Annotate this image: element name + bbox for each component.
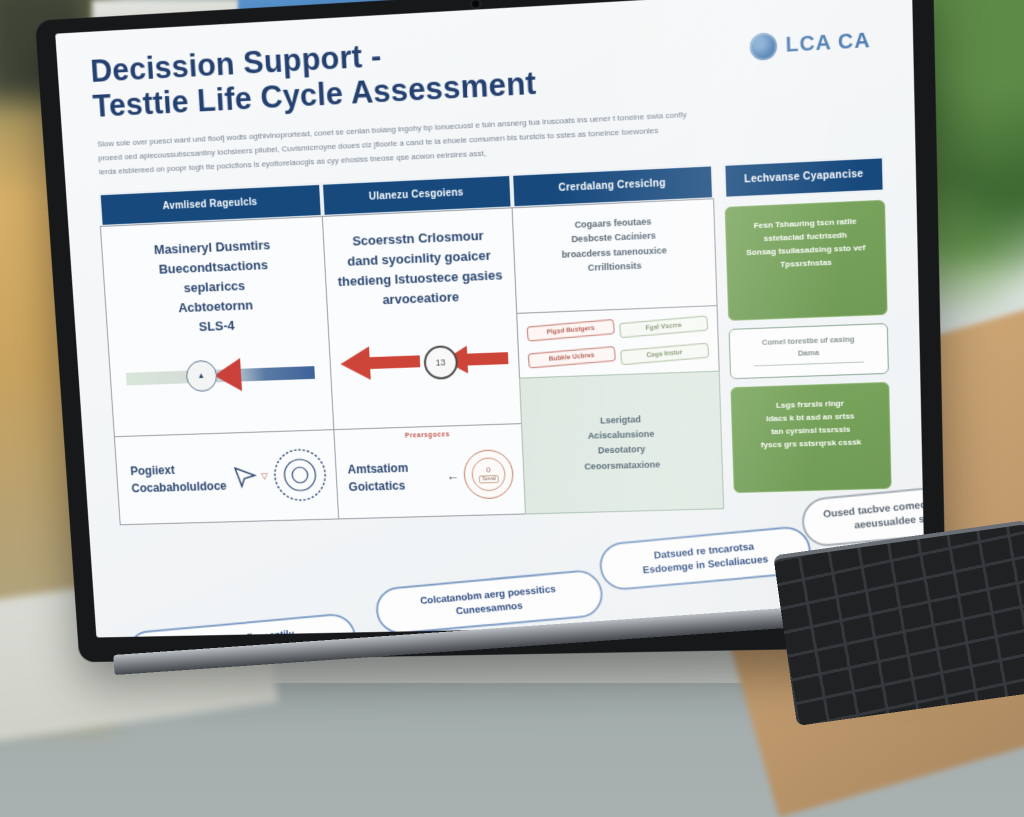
column2-body-text: Scoersstn Crlosmour dand syocinlity goai… [323, 224, 516, 312]
cursor-icon [232, 465, 258, 489]
lca-slide: Decission Support - Testtie Life Cycle A… [55, 0, 926, 638]
big-red-arrow: 13 [339, 332, 510, 397]
oval-callout: Wearrase Sgrfinpeantily slfddoined Bicea… [124, 612, 359, 638]
column2-body: Scoersstn Crlosmour dand syocinlity goai… [321, 207, 523, 431]
column4-green-box-2: Lsgs frsrsls rlngr ldacs k bt asd an srt… [730, 381, 892, 493]
lca-logo-icon [749, 32, 778, 61]
column-avmlised: Avmlised Rageulcls Masineryl Dusmtirs Bu… [98, 182, 339, 526]
column3-badges: Pigsd Bustgers Fgsl Vscrra Bubkle Ucbres… [516, 304, 720, 379]
small-triangle-icon: ▽ [260, 471, 269, 481]
column2-footer: Prearsgoces Amtsatiom Goictatics ← 0 Sov… [332, 423, 527, 520]
target-circles-icon [270, 446, 329, 504]
lca-diagram-table: Avmlised Rageulcls Masineryl Dusmtirs Bu… [98, 156, 892, 526]
footer-label: Prearsgoces [404, 431, 450, 440]
status-badge: Cags Instur [619, 342, 710, 365]
column1-body-text: Masineryl Dusmtirs Buecondtsactions sepl… [102, 233, 328, 341]
column-ulanezu: Ulanezu Cesgoiens Scoersstn Crlosmour da… [320, 173, 527, 520]
column1-footer: Pogiiext Cocabaholuldoce ▽ [113, 429, 339, 526]
column4-green-box-1: Fesn Tshauring tscn ratlle sstetaclad fu… [724, 199, 888, 321]
red-arrow-tail [465, 352, 509, 366]
text-line: Wearrase Sgrfinpeantily [141, 624, 341, 638]
column-crerdalang: Crerdalang Cresiclng Cogaars feoutaes De… [511, 164, 724, 515]
webcam-icon [471, 0, 480, 8]
impact-slider: ▲ [125, 355, 315, 395]
text-line: Amtsatiom [347, 461, 409, 477]
column1-body: Masineryl Dusmtirs Buecondtsactions sepl… [99, 215, 334, 438]
underline-rule [753, 361, 864, 367]
soval-label-text: Soval [478, 475, 499, 484]
arrow-circle-badge: 13 [423, 345, 459, 381]
text-line: Cocabaholuldoce [131, 479, 227, 496]
status-badge: Pigsd Bustgers [526, 318, 615, 342]
column4-header: Lechvanse Cyapancise [723, 156, 885, 199]
text-line: Goictatics [348, 479, 406, 495]
column3-body: Cogaars feoutaes Desbcste Caciniers broa… [511, 198, 718, 314]
laptop-keyboard [773, 520, 1024, 726]
lca-logo-text: LCA CA [785, 28, 871, 57]
status-badge: Fgsl Vscrra [618, 315, 709, 339]
soval-circle-icon: 0 Soval [462, 449, 515, 500]
red-left-arrow-icon [212, 357, 242, 392]
left-arrow-icon: ← [445, 468, 460, 484]
soval-inner-circle: 0 Soval [471, 457, 507, 492]
text-line: slfddoined Biceatiors [143, 637, 342, 638]
red-arrow-tail [366, 355, 421, 370]
lca-logo: LCA CA [749, 27, 871, 61]
table-left-group: Avmlised Rageulcls Masineryl Dusmtirs Bu… [98, 164, 724, 526]
soval-graphic: ← 0 Soval [445, 449, 515, 500]
soval-zero-text: 0 [486, 465, 491, 475]
column3-green-box: Lserigtad Aciscalunsione Desotatory Ceoo… [519, 370, 724, 515]
column3-body-text: Cogaars feoutaes Desbcste Caciniers broa… [513, 211, 715, 278]
page-title: Decission Support - Testtie Life Cycle A… [89, 29, 537, 125]
column2-footer-text: Amtsatiom Goictatics [347, 460, 409, 497]
column1-footer-icons: ▽ [231, 446, 329, 505]
column4-white-box: Comel torestbe uf casing Dama [728, 322, 889, 380]
column-lechvanse: Lechvanse Cyapancise Fesn Tshauring tscn… [723, 156, 892, 509]
column1-footer-text: Pogiiext Cocabaholuldoce [130, 460, 227, 497]
status-badge: Bubkle Ucbres [527, 345, 616, 369]
